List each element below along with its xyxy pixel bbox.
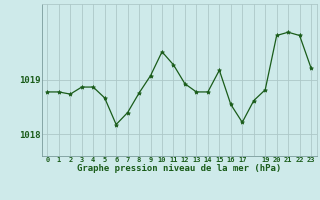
- X-axis label: Graphe pression niveau de la mer (hPa): Graphe pression niveau de la mer (hPa): [77, 164, 281, 173]
